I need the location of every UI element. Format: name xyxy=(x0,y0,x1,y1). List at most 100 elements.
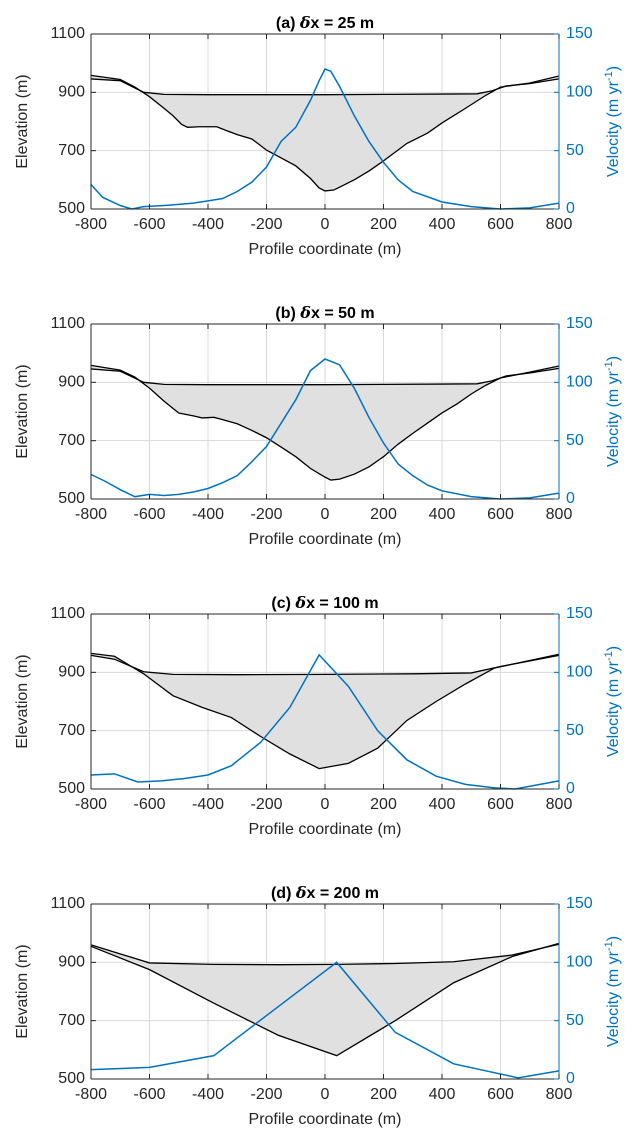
title-prefix: (d) xyxy=(271,885,296,902)
y-axis-label: Elevation (m) xyxy=(14,654,31,748)
x-tick-label: 200 xyxy=(370,506,397,523)
y-right-tick-label: 150 xyxy=(566,25,593,42)
x-tick-label: 600 xyxy=(487,506,514,523)
x-tick-label: -400 xyxy=(192,506,224,523)
x-tick-label: -400 xyxy=(192,216,224,233)
ice-surface-line xyxy=(90,943,560,966)
x-tick-label: 0 xyxy=(321,506,330,523)
x-tick-label: -800 xyxy=(75,796,107,813)
y-tick-label: 1100 xyxy=(51,315,86,332)
glacier-bed-line xyxy=(90,942,560,1057)
y-right-label-end: ) xyxy=(605,66,622,71)
title-prefix: (b) xyxy=(275,305,300,322)
y-right-tick-label: 150 xyxy=(566,315,593,332)
panel-a: -800 -600 -400 -200 0 200 400 600 80050070090011… xyxy=(14,13,622,258)
title-symbol: δ xyxy=(299,13,311,32)
glacier-bed-line xyxy=(90,364,560,481)
x-axis-label: Profile coordinate (m) xyxy=(249,1111,402,1128)
ice-area xyxy=(91,653,559,769)
y-right-label-main: Velocity (m yr xyxy=(605,950,622,1047)
y-right-tick-label: 150 xyxy=(566,605,593,622)
y-axis-right-label: Velocity (m yr-1) xyxy=(603,356,622,467)
x-tick-label: -600 xyxy=(133,796,165,813)
y-right-tick-label: 0 xyxy=(566,780,575,797)
y-right-label-sup: -1 xyxy=(603,651,615,661)
y-right-tick-label: 100 xyxy=(566,954,593,971)
y-right-tick-label: 100 xyxy=(566,374,593,391)
y-right-label-end: ) xyxy=(605,356,622,361)
y-axis-right-label: Velocity (m yr-1) xyxy=(603,66,622,177)
x-tick-label: 200 xyxy=(370,796,397,813)
y-right-tick-label: 0 xyxy=(566,1070,575,1087)
velocity-line xyxy=(90,961,560,1079)
x-tick-label: -600 xyxy=(133,216,165,233)
x-axis-label: Profile coordinate (m) xyxy=(249,241,402,258)
y-axis-label: Elevation (m) xyxy=(14,74,31,168)
x-tick-label: 800 xyxy=(546,506,573,523)
title-suffix: x = 50 m xyxy=(311,305,375,322)
y-right-tick-label: 100 xyxy=(566,664,593,681)
x-tick-label: 800 xyxy=(546,1086,573,1103)
chart-title: (c) δx = 100 m xyxy=(271,593,378,612)
panel-d: -800 -600 -400 -200 0 200 400 600 80050070090011… xyxy=(14,883,622,1128)
x-tick-label: -800 xyxy=(75,216,107,233)
y-tick-label: 700 xyxy=(58,432,85,449)
ice-area xyxy=(91,943,559,1056)
ice-area xyxy=(91,365,559,481)
y-right-tick-label: 50 xyxy=(566,142,584,159)
title-symbol: δ xyxy=(294,593,306,612)
x-tick-label: -400 xyxy=(192,796,224,813)
y-tick-label: 900 xyxy=(58,664,85,681)
x-axis-label: Profile coordinate (m) xyxy=(249,531,402,548)
y-right-tick-label: 50 xyxy=(566,722,584,739)
title-suffix: x = 200 m xyxy=(307,885,380,902)
y-axis-right-label: Velocity (m yr-1) xyxy=(603,936,622,1047)
y-axis-label: Elevation (m) xyxy=(14,364,31,458)
y-tick-label: 700 xyxy=(58,142,85,159)
y-right-label-main: Velocity (m yr xyxy=(605,370,622,467)
x-tick-label: -200 xyxy=(250,216,282,233)
x-tick-label: -600 xyxy=(133,1086,165,1103)
y-tick-label: 1100 xyxy=(51,605,86,622)
x-tick-label: 600 xyxy=(487,1086,514,1103)
chart-title: (d) δx = 200 m xyxy=(271,883,379,902)
chart-title: (b) δx = 50 m xyxy=(275,303,374,322)
y-right-tick-label: 150 xyxy=(566,895,593,912)
y-right-label-sup: -1 xyxy=(603,361,615,371)
y-right-tick-label: 0 xyxy=(566,490,575,507)
x-tick-label: -200 xyxy=(250,1086,282,1103)
y-axis-label: Elevation (m) xyxy=(14,944,31,1038)
y-tick-label: 900 xyxy=(58,84,85,101)
x-tick-label: 600 xyxy=(487,796,514,813)
y-right-label-end: ) xyxy=(605,936,622,941)
title-symbol: δ xyxy=(299,303,311,322)
glacier-bed-line xyxy=(90,652,560,770)
title-prefix: (c) xyxy=(271,595,295,612)
y-right-tick-label: 0 xyxy=(566,200,575,217)
velocity-line xyxy=(90,653,560,790)
y-tick-label: 500 xyxy=(58,1070,85,1087)
x-tick-label: 400 xyxy=(429,216,456,233)
y-right-tick-label: 50 xyxy=(566,432,584,449)
y-tick-label: 500 xyxy=(58,780,85,797)
y-right-label-main: Velocity (m yr xyxy=(605,80,622,177)
y-tick-label: 900 xyxy=(58,954,85,971)
y-tick-label: 700 xyxy=(58,1012,85,1029)
x-tick-label: -200 xyxy=(250,796,282,813)
y-tick-label: 900 xyxy=(58,374,85,391)
chart-title: (a) δx = 25 m xyxy=(276,13,374,32)
x-tick-label: 400 xyxy=(429,1086,456,1103)
panel-c: -800 -600 -400 -200 0 200 400 600 80050070090011… xyxy=(14,593,622,838)
velocity-line xyxy=(90,358,560,500)
title-suffix: x = 25 m xyxy=(311,15,375,32)
x-axis-label: Profile coordinate (m) xyxy=(249,821,402,838)
x-tick-label: 400 xyxy=(429,796,456,813)
x-tick-label: 200 xyxy=(370,1086,397,1103)
y-right-label-sup: -1 xyxy=(603,941,615,951)
glacier-bed-line xyxy=(90,74,560,192)
y-axis-right-label: Velocity (m yr-1) xyxy=(603,646,622,757)
ice-area xyxy=(91,75,559,191)
x-tick-label: 0 xyxy=(321,1086,330,1103)
y-right-label-sup: -1 xyxy=(603,71,615,81)
